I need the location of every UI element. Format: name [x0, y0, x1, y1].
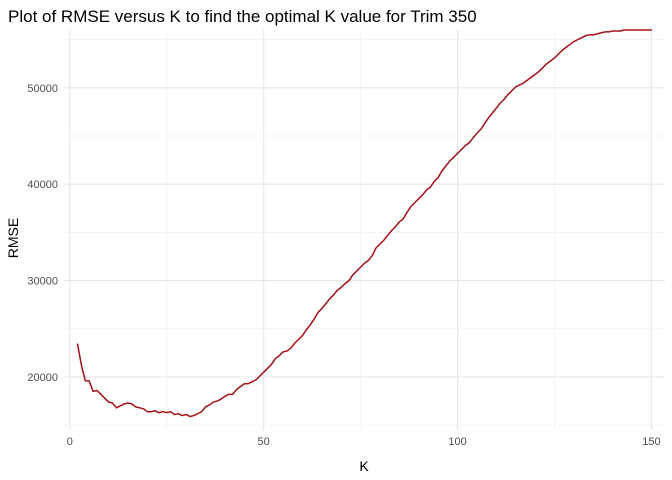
minor-gridlines: [64, 30, 665, 430]
x-tick-label: 50: [258, 436, 270, 448]
y-tick-label: 40000: [27, 179, 58, 191]
chart-title: Plot of RMSE versus K to find the optima…: [8, 7, 477, 26]
x-tick-labels: 0 50 100 150: [67, 436, 661, 448]
major-gridlines: [64, 30, 665, 430]
y-tick-label: 50000: [27, 83, 58, 95]
y-axis-title: RMSE: [5, 218, 21, 258]
y-tick-label: 20000: [27, 372, 58, 384]
series-layer: [76, 29, 653, 418]
y-tick-labels: 20000 30000 40000 50000: [27, 83, 58, 384]
x-tick-label: 150: [642, 436, 660, 448]
x-axis-title: K: [359, 458, 369, 474]
rmse-series-line: [76, 29, 653, 418]
y-tick-label: 30000: [27, 276, 58, 288]
x-tick-label: 0: [67, 436, 73, 448]
x-tick-label: 100: [448, 436, 466, 448]
